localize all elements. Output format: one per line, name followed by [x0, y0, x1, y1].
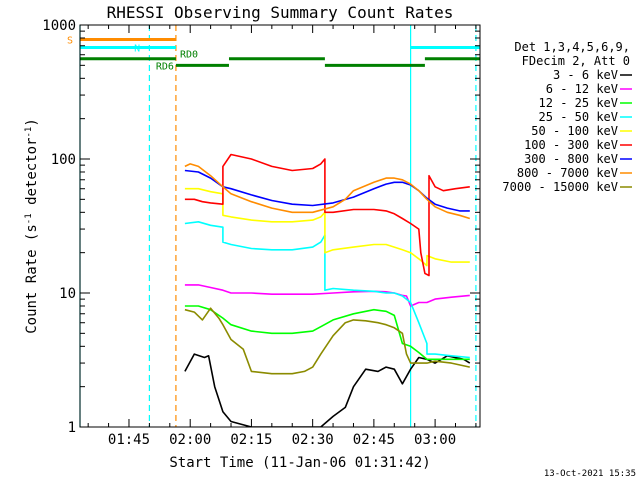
- legend-label-300-800-kev: 300 - 800 keV: [524, 152, 618, 166]
- plot-frame: [79, 24, 481, 428]
- y-axis-label-main: Count Rate (s: [24, 224, 40, 334]
- y-axis-label-sup2: -1: [24, 127, 34, 138]
- y-axis: 1 10 100 1000: [42, 18, 480, 436]
- series-300-800-kev: [184, 169, 470, 212]
- bar-label-n: N: [134, 43, 140, 54]
- y-tick-label: 1: [68, 420, 76, 436]
- footer-timestamp: 13-Oct-2021 15:35: [544, 469, 636, 479]
- y-axis-label-mid: detector: [24, 138, 40, 214]
- legend-label-50-100-kev: 50 - 100 keV: [531, 124, 618, 138]
- y-tick-label: 1000: [42, 18, 76, 34]
- x-axis: 01:45 02:00 02:15 02:30 02:45 03:00: [87, 25, 477, 448]
- legend-label-25-50-kev: 25 - 50 keV: [539, 110, 618, 124]
- series-12-25-kev: [184, 305, 470, 361]
- series-3-6-kev: [184, 353, 471, 427]
- bar-label-rd0: RD0: [180, 50, 198, 61]
- series-25-50-kev: [184, 221, 470, 359]
- x-tick-label: 01:45: [108, 432, 150, 448]
- series-800-7000-kev: [184, 163, 471, 220]
- chart-title: RHESSI Observing Summary Count Rates: [107, 3, 454, 22]
- bar-label-rd6: RD6: [156, 61, 174, 72]
- legend-label-100-300-kev: 100 - 300 keV: [524, 138, 618, 152]
- y-axis-label: Count Rate (s-1 detector-1): [24, 118, 40, 334]
- y-tick-label: 10: [59, 286, 76, 302]
- x-tick-label: 02:00: [169, 432, 211, 448]
- x-tick-label: 02:30: [292, 432, 334, 448]
- legend-label-6-12-kev: 6 - 12 keV: [546, 82, 618, 96]
- series-100-300-kev: [184, 153, 470, 277]
- series-50-100-kev: [184, 187, 470, 267]
- legend-label-3-6-kev: 3 - 6 keV: [553, 68, 618, 82]
- series-7000-15000-kev: [184, 307, 470, 375]
- y-axis-label-end: ): [24, 118, 40, 126]
- y-tick-label: 100: [51, 152, 76, 168]
- x-tick-label: 02:45: [353, 432, 395, 448]
- legend-label-800-7000-kev: 800 - 7000 keV: [517, 166, 618, 180]
- x-axis-label: Start Time (11-Jan-06 01:31:42): [169, 455, 430, 471]
- series-lines: [184, 153, 471, 427]
- legend: Det 1,3,4,5,6,9,FDecim 2, Att 03 - 6 keV…: [502, 40, 632, 194]
- legend-header-line: Det 1,3,4,5,6,9,: [514, 40, 630, 54]
- y-axis-label-sup1: -1: [24, 213, 34, 224]
- x-tick-label: 02:15: [230, 432, 272, 448]
- legend-header-line: FDecim 2, Att 0: [522, 54, 630, 68]
- x-tick-label: 03:00: [414, 432, 456, 448]
- bar-label-s: S: [67, 35, 73, 46]
- legend-label-12-25-kev: 12 - 25 keV: [539, 96, 618, 110]
- legend-label-7000-15000-kev: 7000 - 15000 keV: [502, 180, 618, 194]
- attenuator-bars: S N RD0 RD6: [67, 35, 480, 72]
